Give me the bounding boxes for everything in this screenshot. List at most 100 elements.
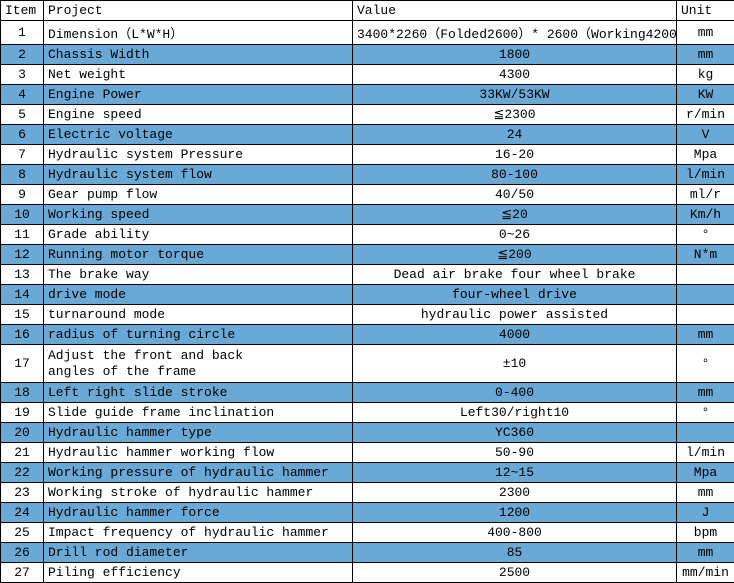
cell-item: 14 xyxy=(1,285,44,305)
cell-project: Running motor torque xyxy=(44,245,353,265)
cell-project: Engine speed xyxy=(44,105,353,125)
cell-item: 22 xyxy=(1,463,44,483)
cell-item: 10 xyxy=(1,205,44,225)
cell-project: Adjust the front and back angles of the … xyxy=(44,345,353,383)
cell-unit xyxy=(677,265,734,285)
cell-value: ±10 xyxy=(353,345,677,383)
cell-project: Grade ability xyxy=(44,225,353,245)
cell-value: 33KW/53KW xyxy=(353,85,677,105)
cell-value: 4000 xyxy=(353,325,677,345)
cell-item: 4 xyxy=(1,85,44,105)
cell-project: Hydraulic hammer type xyxy=(44,423,353,443)
table-row: 5Engine speed≦2300r/min xyxy=(1,105,734,125)
cell-project: Working pressure of hydraulic hammer xyxy=(44,463,353,483)
table-row: 8Hydraulic system flow80-100l/min xyxy=(1,165,734,185)
cell-item: 23 xyxy=(1,483,44,503)
cell-value: 0-400 xyxy=(353,383,677,403)
cell-value: hydraulic power assisted xyxy=(353,305,677,325)
cell-item: 16 xyxy=(1,325,44,345)
cell-unit: mm xyxy=(677,45,734,65)
cell-unit: N*m xyxy=(677,245,734,265)
cell-unit xyxy=(677,305,734,325)
table-row: 15turnaround modehydraulic power assiste… xyxy=(1,305,734,325)
cell-value: Dead air brake four wheel brake xyxy=(353,265,677,285)
cell-item: 19 xyxy=(1,403,44,423)
cell-unit: l/min xyxy=(677,443,734,463)
cell-project: Working stroke of hydraulic hammer xyxy=(44,483,353,503)
table-row: 13The brake wayDead air brake four wheel… xyxy=(1,265,734,285)
table-row: 10Working speed≦20Km/h xyxy=(1,205,734,225)
cell-project: Gear pump flow xyxy=(44,185,353,205)
table-row: 21Hydraulic hammer working flow50-90l/mi… xyxy=(1,443,734,463)
table-row: 3Net weight4300kg xyxy=(1,65,734,85)
cell-value: ≦2300 xyxy=(353,105,677,125)
cell-value: YC360 xyxy=(353,423,677,443)
cell-project: drive mode xyxy=(44,285,353,305)
cell-value: 2300 xyxy=(353,483,677,503)
cell-project: Drill rod diameter xyxy=(44,543,353,563)
cell-project: Dimension（L*W*H） xyxy=(44,21,353,45)
cell-item: 15 xyxy=(1,305,44,325)
table-body: 1Dimension（L*W*H）3400*2260（Folded2600）* … xyxy=(1,21,734,583)
cell-project: Engine Power xyxy=(44,85,353,105)
cell-unit: ° xyxy=(677,345,734,383)
table-row: 14drive modefour-wheel drive xyxy=(1,285,734,305)
cell-item: 2 xyxy=(1,45,44,65)
cell-project: Net weight xyxy=(44,65,353,85)
cell-item: 3 xyxy=(1,65,44,85)
table-row: 7Hydraulic system Pressure16-20Mpa xyxy=(1,145,734,165)
header-row: Item Project Value Unit xyxy=(1,1,734,21)
cell-item: 18 xyxy=(1,383,44,403)
cell-unit: mm/min xyxy=(677,563,734,583)
cell-project: radius of turning circle xyxy=(44,325,353,345)
cell-project: Left right slide stroke xyxy=(44,383,353,403)
cell-value: 4300 xyxy=(353,65,677,85)
table-row: 4Engine Power33KW/53KWKW xyxy=(1,85,734,105)
cell-item: 25 xyxy=(1,523,44,543)
table-row: 12Running motor torque≦200N*m xyxy=(1,245,734,265)
table-row: 16radius of turning circle4000mm xyxy=(1,325,734,345)
cell-value: 1200 xyxy=(353,503,677,523)
cell-project: Hydraulic system flow xyxy=(44,165,353,185)
cell-item: 27 xyxy=(1,563,44,583)
cell-item: 17 xyxy=(1,345,44,383)
cell-project: Chassis Width xyxy=(44,45,353,65)
cell-value: 16-20 xyxy=(353,145,677,165)
cell-unit: ° xyxy=(677,225,734,245)
cell-unit: J xyxy=(677,503,734,523)
cell-value: 85 xyxy=(353,543,677,563)
table-row: 19Slide guide frame inclinationLeft30/ri… xyxy=(1,403,734,423)
table-row: 26Drill rod diameter85mm xyxy=(1,543,734,563)
cell-value: four-wheel drive xyxy=(353,285,677,305)
cell-unit: mm xyxy=(677,543,734,563)
cell-project: Piling efficiency xyxy=(44,563,353,583)
cell-project: Hydraulic hammer working flow xyxy=(44,443,353,463)
cell-value: Left30/right10 xyxy=(353,403,677,423)
cell-item: 8 xyxy=(1,165,44,185)
cell-unit: mm xyxy=(677,325,734,345)
cell-item: 21 xyxy=(1,443,44,463)
cell-item: 7 xyxy=(1,145,44,165)
cell-item: 9 xyxy=(1,185,44,205)
table-row: 17Adjust the front and back angles of th… xyxy=(1,345,734,383)
cell-unit: l/min xyxy=(677,165,734,185)
header-unit: Unit xyxy=(677,1,734,21)
cell-value: 400-800 xyxy=(353,523,677,543)
cell-value: ≦200 xyxy=(353,245,677,265)
cell-value: 50-90 xyxy=(353,443,677,463)
table-row: 9Gear pump flow40/50ml/r xyxy=(1,185,734,205)
header-item: Item xyxy=(1,1,44,21)
cell-unit: V xyxy=(677,125,734,145)
cell-item: 1 xyxy=(1,21,44,45)
cell-unit: ° xyxy=(677,403,734,423)
table-row: 27Piling efficiency2500mm/min xyxy=(1,563,734,583)
cell-unit: bpm xyxy=(677,523,734,543)
cell-unit: mm xyxy=(677,21,734,45)
cell-value: 0~26 xyxy=(353,225,677,245)
cell-value: 80-100 xyxy=(353,165,677,185)
cell-project: Working speed xyxy=(44,205,353,225)
cell-unit: Mpa xyxy=(677,145,734,165)
cell-item: 5 xyxy=(1,105,44,125)
cell-unit: KW xyxy=(677,85,734,105)
cell-project: Hydraulic hammer force xyxy=(44,503,353,523)
